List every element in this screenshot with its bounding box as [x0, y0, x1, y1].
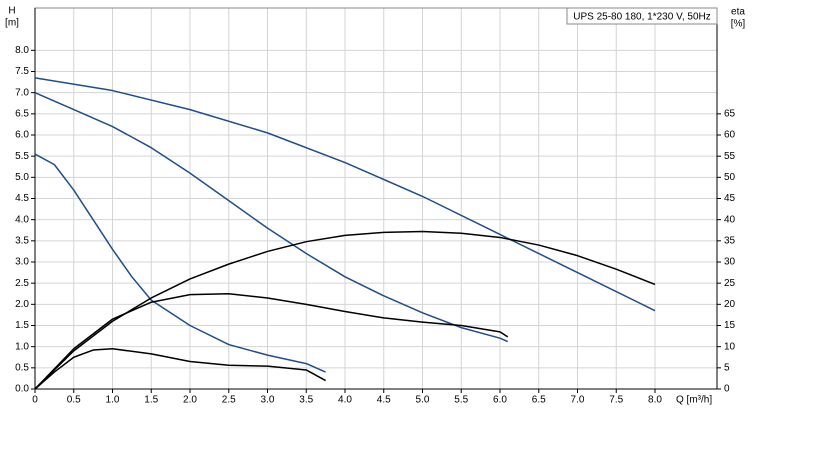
y-tick-label: 7.5: [15, 66, 29, 77]
y-tick-label: 3.5: [15, 235, 29, 246]
x-tick-label: 5.5: [454, 395, 468, 406]
y-tick-label: 6.0: [15, 130, 29, 141]
y2-tick-label: 60: [724, 130, 736, 141]
x-tick-label: 7.0: [571, 395, 585, 406]
x-tick-label: 2.5: [222, 395, 236, 406]
x-tick-label: 1.0: [106, 395, 120, 406]
x-tick-label: 2.0: [183, 395, 197, 406]
y-tick-label: 5.0: [15, 172, 29, 183]
y-tick-label: 0.5: [15, 362, 29, 373]
y-tick-label: 4.5: [15, 193, 29, 204]
y-tick-label: 7.0: [15, 87, 29, 98]
y2-tick-label: 65: [724, 108, 736, 119]
y-tick-label: 8.0: [15, 45, 29, 56]
y-axis-label: H: [8, 6, 15, 17]
y2-axis-unit: [%]: [731, 19, 746, 30]
x-tick-label: 8.0: [648, 395, 662, 406]
y2-tick-label: 55: [724, 151, 736, 162]
y-tick-label: 0.0: [15, 384, 29, 395]
y2-tick-label: 45: [724, 193, 736, 204]
x-tick-label: 4.5: [377, 395, 391, 406]
y-tick-label: 3.0: [15, 257, 29, 268]
y2-tick-label: 0: [724, 384, 730, 395]
x-tick-label: 7.5: [609, 395, 623, 406]
curve: [34, 153, 326, 373]
y2-tick-label: 50: [724, 172, 736, 183]
y-tick-label: 4.0: [15, 214, 29, 225]
x-tick-label: 0: [32, 395, 38, 406]
chart-title: UPS 25-80 180, 1*230 V, 50Hz: [573, 12, 711, 23]
y-tick-label: 2.0: [15, 299, 29, 310]
y2-axis-label: eta: [731, 7, 745, 18]
y2-tick-label: 35: [724, 235, 736, 246]
curve: [34, 348, 326, 390]
x-axis-label: Q [m³/h]: [676, 395, 712, 406]
y-tick-label: 2.5: [15, 278, 29, 289]
x-tick-label: 6.0: [493, 395, 507, 406]
y2-tick-label: 15: [724, 320, 736, 331]
y2-tick-label: 20: [724, 299, 736, 310]
y-tick-label: 6.5: [15, 108, 29, 119]
x-tick-label: 4.0: [338, 395, 352, 406]
curve: [34, 77, 656, 312]
y-tick-label: 1.0: [15, 341, 29, 352]
curve: [34, 230, 656, 390]
y-tick-label: 1.5: [15, 320, 29, 331]
curve: [34, 293, 509, 390]
x-tick-label: 5.0: [416, 395, 430, 406]
y2-tick-label: 25: [724, 278, 736, 289]
y2-tick-label: 40: [724, 214, 736, 225]
x-tick-label: 1.5: [144, 395, 158, 406]
y2-tick-label: 30: [724, 257, 736, 268]
x-tick-label: 3.5: [299, 395, 313, 406]
y-tick-label: 5.5: [15, 151, 29, 162]
x-tick-label: 6.5: [532, 395, 546, 406]
title-box: [566, 7, 718, 25]
y2-tick-label: 5: [724, 362, 730, 373]
y2-tick-label: 10: [724, 341, 736, 352]
x-tick-label: 0.5: [67, 395, 81, 406]
x-tick-label: 3.0: [261, 395, 275, 406]
y-axis-unit: [m]: [5, 18, 19, 29]
